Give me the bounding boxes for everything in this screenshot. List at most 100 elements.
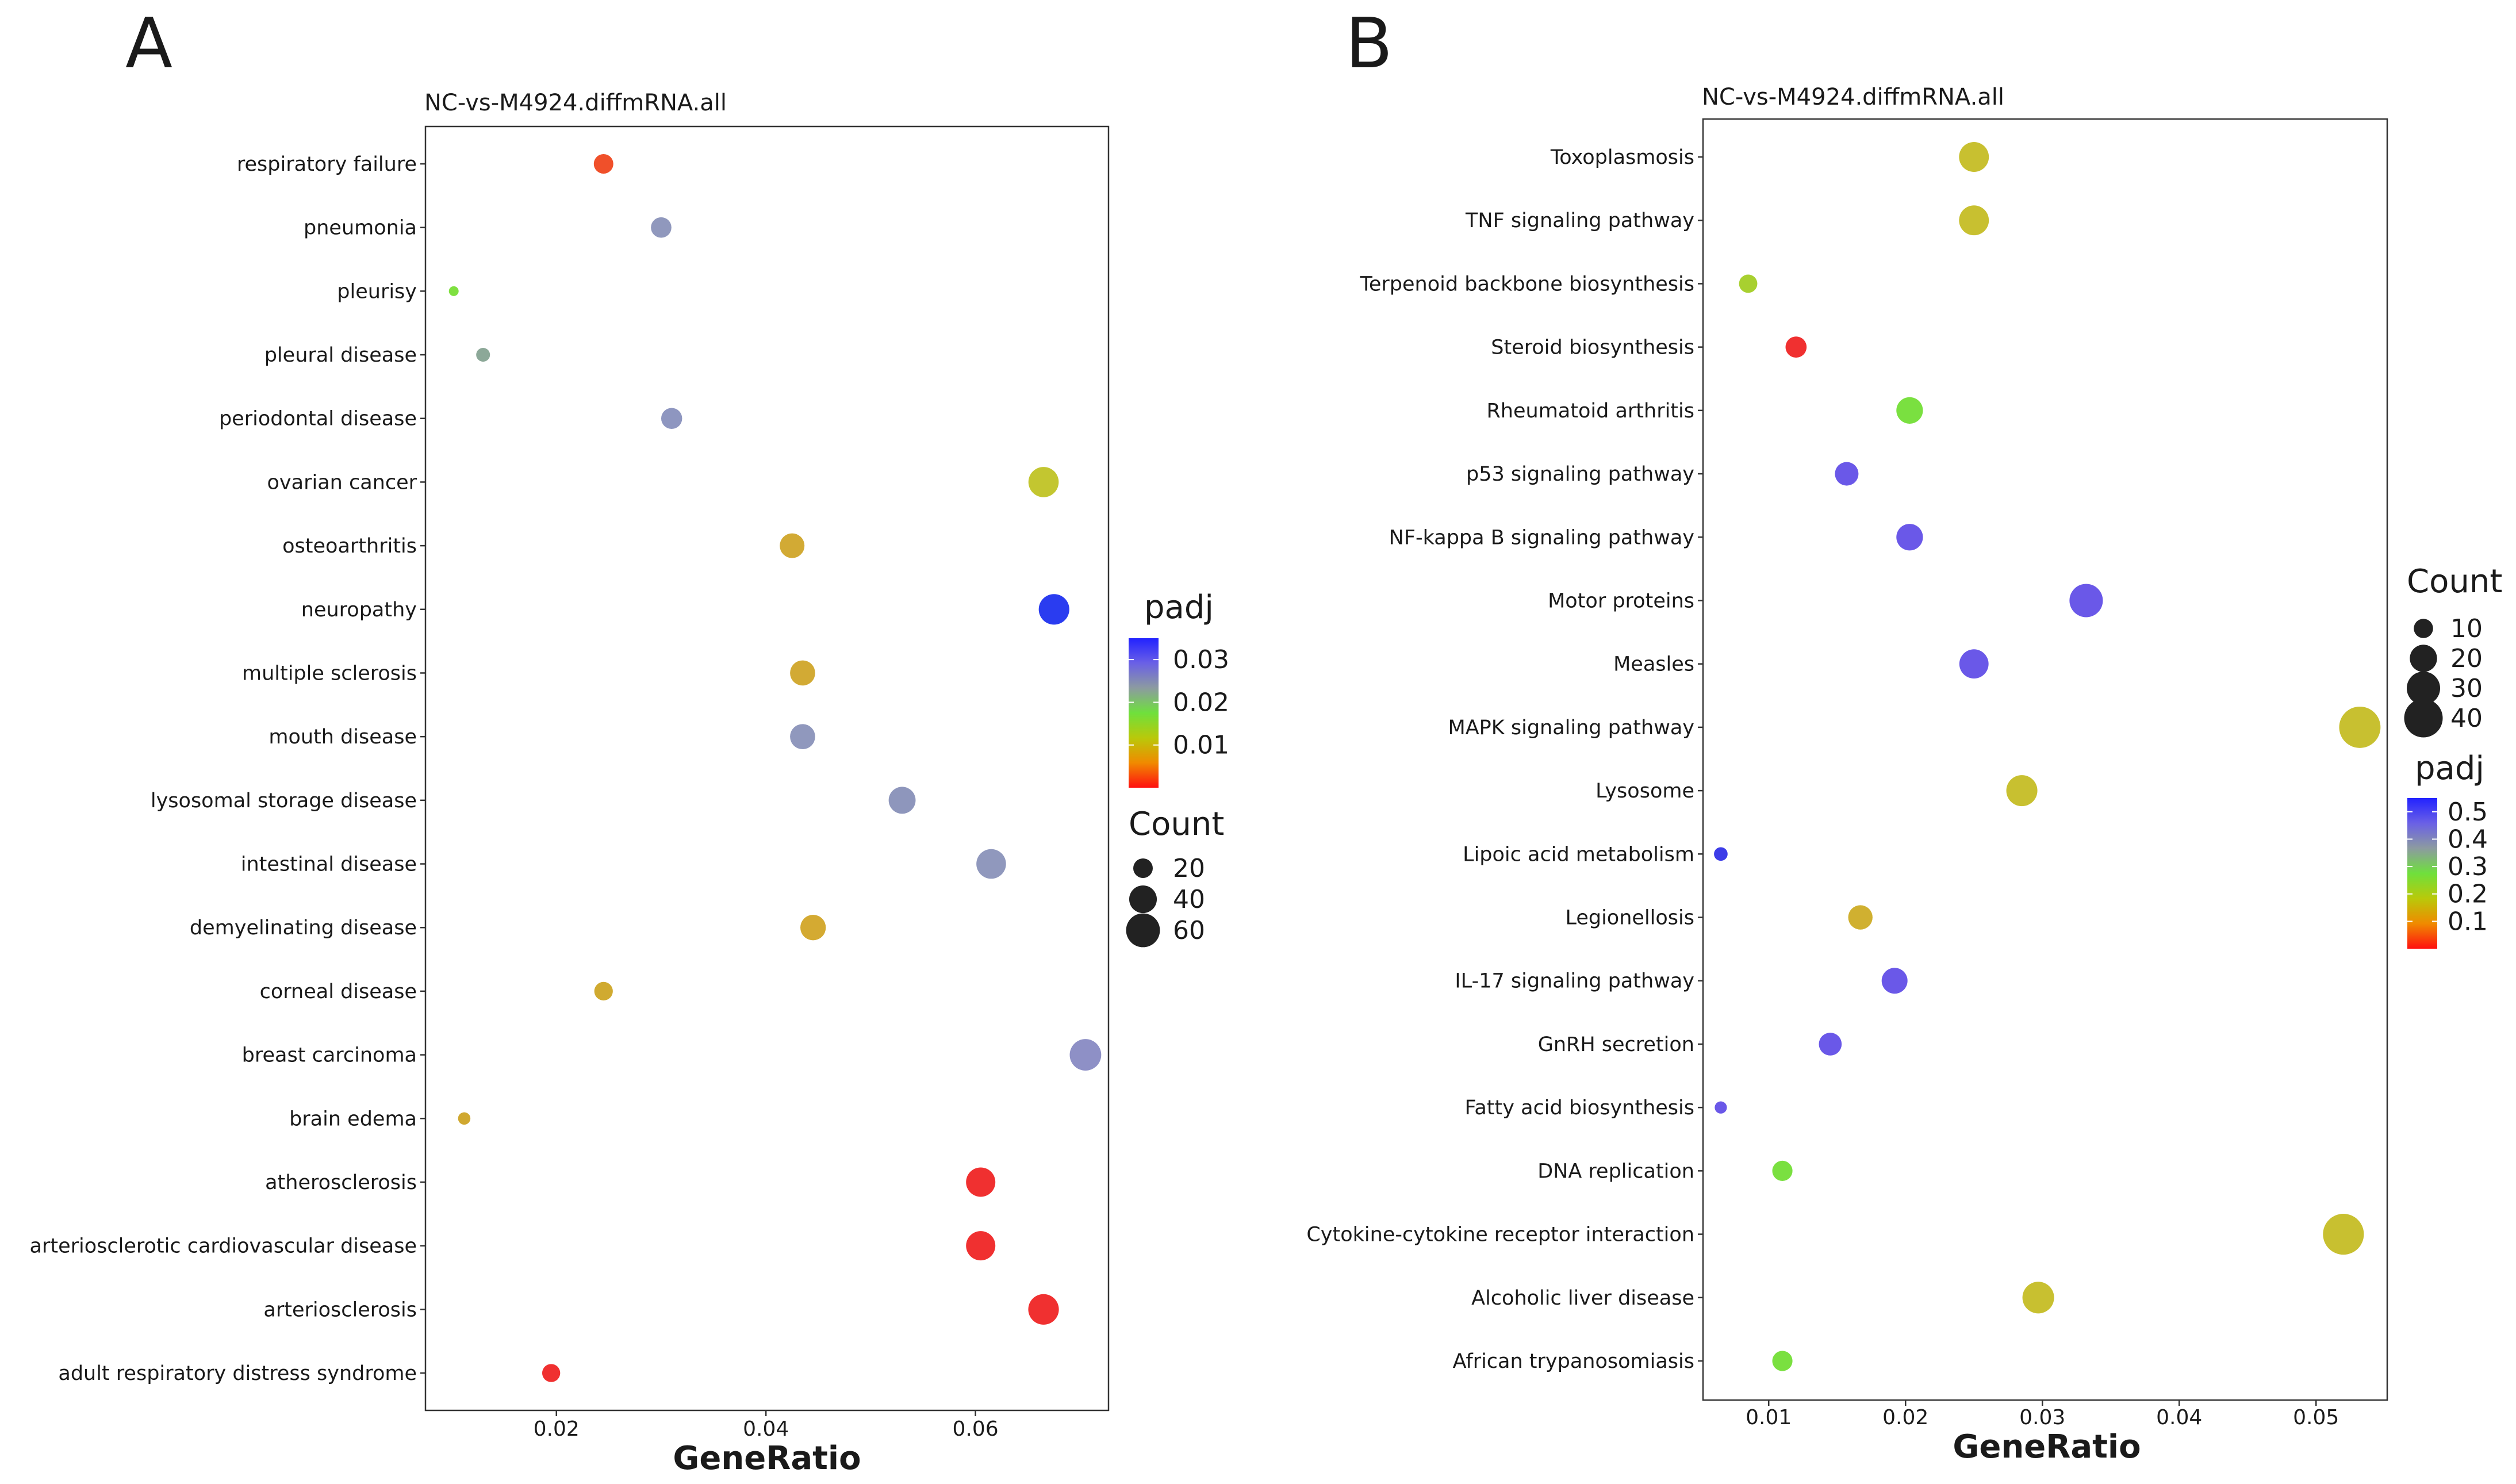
- panel-a: A NC-vs-M4924.diffmRNA.all respiratory f…: [30, 4, 1229, 1477]
- panel-b-point-lipoic-acid-metabolism: [1714, 847, 1728, 861]
- panel-b-colorbar-tick-label: 0.3: [2448, 852, 2488, 881]
- panel-a-category-label-arteriosclerosis: arteriosclerosis: [263, 1298, 417, 1321]
- panel-b-size-legend-dot: [2406, 671, 2441, 705]
- panel-a-point-adult-respiratory-distress-syndrome: [542, 1364, 561, 1382]
- panel-a-category-label-atherosclerosis: atherosclerosis: [265, 1171, 417, 1194]
- panel-b-size-legend-dot: [2414, 619, 2433, 638]
- panel-a-point-brain-edema: [458, 1112, 471, 1125]
- panel-b-point-cytokine-cytokine-receptor-interaction: [2323, 1214, 2364, 1255]
- panel-b-point-lysosome: [2006, 775, 2038, 807]
- panel-b-category-label-legionellosis: Legionellosis: [1565, 907, 1694, 930]
- panel-b-size-legend-dot: [2410, 645, 2437, 672]
- panel-a-size-legend-label: 20: [1173, 854, 1205, 883]
- panel-a-point-mouth-disease: [790, 724, 815, 749]
- panel-a-x-tick-label: 0.04: [743, 1417, 789, 1441]
- panel-b-category-label-lysosome: Lysosome: [1595, 780, 1694, 803]
- panel-b-point-tnf-signaling-pathway: [1959, 205, 1989, 236]
- panel-b-category-label-african-trypanosomiasis: African trypanosomiasis: [1453, 1350, 1694, 1373]
- panel-a-color-legend-title: padj: [1144, 589, 1214, 626]
- panel-b-x-tick-label: 0.03: [2019, 1406, 2065, 1429]
- panel-b-point-terpenoid-backbone-biosynthesis: [1739, 274, 1758, 293]
- panel-b-point-legionellosis: [1848, 905, 1873, 930]
- panel-a-category-label-pleural-disease: pleural disease: [264, 344, 417, 367]
- panel-a-point-neuropathy: [1038, 594, 1069, 625]
- panel-a-category-label-arteriosclerotic-cardiovascular-disease: arteriosclerotic cardiovascular disease: [30, 1235, 417, 1258]
- panel-a-category-label-pneumonia: pneumonia: [304, 217, 417, 240]
- panel-a-category-label-respiratory-failure: respiratory failure: [237, 153, 417, 176]
- panel-b-colorbar: [2407, 798, 2437, 949]
- panel-a-category-label-brain-edema: brain edema: [289, 1107, 417, 1130]
- panel-a-point-atherosclerosis: [966, 1167, 996, 1197]
- panel-b-category-labels: Toxoplasmosis TNF signaling pathway Terpen…: [1306, 146, 1703, 1373]
- panel-b-colorbar-tick-label: 0.2: [2448, 880, 2488, 909]
- panel-b-point-dna-replication: [1772, 1160, 1793, 1181]
- panel-a-point-pneumonia: [651, 217, 672, 238]
- panel-a-category-label-osteoarthritis: osteoarthritis: [282, 535, 417, 558]
- panel-a-point-intestinal-disease: [976, 849, 1006, 879]
- panel-b-point-mapk-signaling-pathway: [2339, 706, 2381, 748]
- panel-b-x-tick-label: 0.05: [2293, 1406, 2339, 1429]
- panel-b-colorbar-tick-label: 0.4: [2448, 825, 2488, 854]
- panel-b-x-tick-label: 0.04: [2156, 1406, 2202, 1429]
- panel-b: B NC-vs-M4924.diffmRNA.all Toxoplasmosis…: [1306, 4, 2502, 1466]
- panel-b-category-label-gnrh-secretion: GnRH secretion: [1538, 1033, 1694, 1056]
- panel-a-point-corneal-disease: [594, 981, 613, 1001]
- panel-b-category-label-mapk-signaling-pathway: MAPK signaling pathway: [1448, 716, 1694, 739]
- panel-b-category-label-steroid-biosynthesis: Steroid biosynthesis: [1491, 336, 1694, 359]
- panel-a-category-label-demyelinating-disease: demyelinating disease: [190, 917, 417, 940]
- panel-a-category-label-mouth-disease: mouth disease: [269, 726, 417, 749]
- panel-a-point-osteoarthritis: [780, 533, 805, 558]
- panel-a-point-periodontal-disease: [661, 408, 682, 429]
- panel-b-point-il-17-signaling-pathway: [1881, 968, 1908, 994]
- panel-a-category-label-corneal-disease: corneal disease: [260, 980, 417, 1003]
- panel-b-category-label-dna-replication: DNA replication: [1537, 1160, 1694, 1183]
- panel-a-colorbar-tick-label: 0.03: [1173, 645, 1229, 674]
- panel-b-point-motor-proteins: [2069, 584, 2103, 618]
- panel-b-point-toxoplasmosis: [1959, 142, 1989, 172]
- panel-b-point-steroid-biosynthesis: [1785, 336, 1807, 358]
- panel-b-color-legend-title: padj: [2415, 750, 2484, 787]
- panel-a-colorbar-ticks: 0.01 0.02 0.03: [1129, 645, 1229, 760]
- panel-b-category-label-nf-kappa-b-signaling-pathway: NF-kappa B signaling pathway: [1389, 526, 1694, 549]
- panel-a-x-tick-label: 0.02: [534, 1417, 580, 1441]
- panel-a-point-pleurisy: [448, 286, 459, 296]
- panel-b-colorbar-ticks: 0.10.20.30.40.5: [2407, 797, 2488, 936]
- panel-b-size-legend-label: 10: [2450, 614, 2483, 643]
- panel-b-x-tick-label: 0.02: [1882, 1406, 1928, 1429]
- panel-b-point-rheumatoid-arthritis: [1896, 397, 1923, 424]
- panel-a-category-label-multiple-sclerosis: multiple sclerosis: [242, 662, 417, 685]
- panel-a-size-legend-title: Count: [1129, 806, 1224, 843]
- panel-b-category-label-lipoic-acid-metabolism: Lipoic acid metabolism: [1463, 843, 1694, 866]
- panel-b-category-label-alcoholic-liver-disease: Alcoholic liver disease: [1471, 1287, 1694, 1310]
- panel-b-x-tick-label: 0.01: [1746, 1406, 1792, 1429]
- panel-b-point-fatty-acid-biosynthesis: [1715, 1101, 1727, 1114]
- panel-b-colorbar-tick-label: 0.5: [2448, 797, 2488, 827]
- panel-a-category-label-lysosomal-storage-disease: lysosomal storage disease: [151, 789, 417, 812]
- panel-a-category-label-ovarian-cancer: ovarian cancer: [267, 471, 417, 494]
- panel-b-category-label-p53-signaling-pathway: p53 signaling pathway: [1466, 463, 1694, 486]
- panel-a-size-legend-dot: [1126, 913, 1160, 948]
- panel-b-x-ticks: 0.01 0.02 0.03 0.04 0.05: [1746, 1400, 2339, 1429]
- panel-a-category-label-breast-carcinoma: breast carcinoma: [242, 1044, 417, 1067]
- panel-b-category-label-terpenoid-backbone-biosynthesis: Terpenoid backbone biosynthesis: [1359, 273, 1694, 296]
- panel-b-point-measles: [1959, 649, 1989, 679]
- panel-a-points: [448, 154, 1102, 1382]
- panel-b-letter: B: [1345, 4, 1393, 84]
- panel-b-category-label-fatty-acid-biosynthesis: Fatty acid biosynthesis: [1464, 1096, 1694, 1119]
- panel-a-x-ticks: 0.02 0.04 0.06: [534, 1410, 999, 1441]
- panel-a-colorbar: [1129, 638, 1159, 788]
- panel-a-colorbar-tick-label: 0.01: [1173, 731, 1229, 760]
- panel-a-colorbar-tick-label: 0.02: [1173, 688, 1229, 717]
- panel-a-title: NC-vs-M4924.diffmRNA.all: [424, 90, 727, 116]
- panel-b-size-legend-label: 30: [2450, 674, 2483, 703]
- panel-a-size-legend-label: 60: [1173, 916, 1205, 945]
- panel-b-point-p53-signaling-pathway: [1835, 462, 1859, 486]
- panel-a-letter: A: [125, 4, 172, 84]
- panel-a-point-respiratory-failure: [593, 154, 613, 174]
- panel-b-category-label-rheumatoid-arthritis: Rheumatoid arthritis: [1486, 400, 1694, 423]
- panel-b-category-label-motor-proteins: Motor proteins: [1548, 589, 1694, 612]
- panel-b-category-label-cytokine-cytokine-receptor-interaction: Cytokine-cytokine receptor interaction: [1306, 1224, 1694, 1247]
